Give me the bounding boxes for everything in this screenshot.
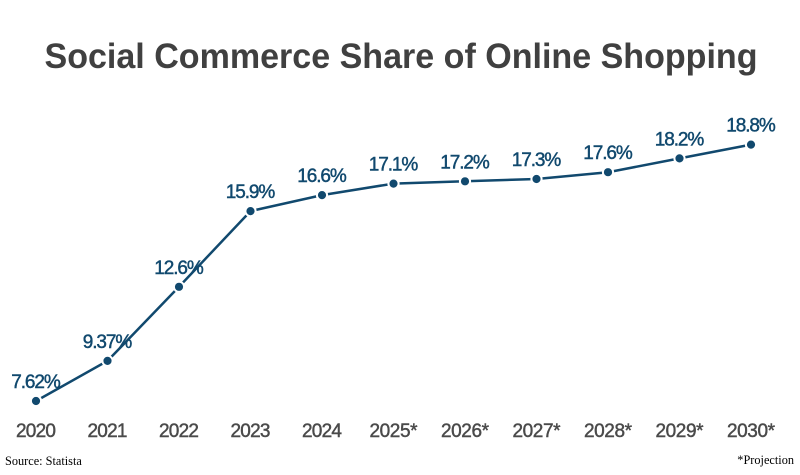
svg-text:17.1%: 17.1% — [369, 155, 419, 176]
svg-text:17.6%: 17.6% — [583, 143, 633, 164]
svg-text:2025*: 2025* — [370, 421, 419, 442]
svg-text:16.6%: 16.6% — [297, 166, 347, 187]
svg-text:17.3%: 17.3% — [512, 150, 562, 171]
svg-text:7.62%: 7.62% — [11, 372, 61, 393]
svg-text:15.9%: 15.9% — [226, 182, 276, 203]
svg-text:2026*: 2026* — [441, 421, 490, 442]
svg-text:9.37%: 9.37% — [83, 332, 133, 353]
svg-text:2029*: 2029* — [656, 421, 705, 442]
svg-text:2023: 2023 — [231, 421, 271, 442]
svg-text:Social Commerce Share of Onlin: Social Commerce Share of Online Shopping — [45, 37, 758, 76]
svg-text:18.2%: 18.2% — [655, 129, 705, 150]
svg-text:12.6%: 12.6% — [154, 258, 204, 279]
svg-text:2021: 2021 — [88, 421, 128, 442]
svg-text:Source: Statista: Source: Statista — [5, 454, 82, 468]
svg-text:17.2%: 17.2% — [440, 152, 490, 173]
svg-text:18.8%: 18.8% — [726, 116, 776, 137]
svg-text:2022: 2022 — [159, 421, 199, 442]
svg-text:2024: 2024 — [302, 421, 342, 442]
svg-text:2028*: 2028* — [584, 421, 633, 442]
svg-text:2027*: 2027* — [513, 421, 562, 442]
svg-text:*Projection: *Projection — [737, 453, 794, 467]
svg-text:2030*: 2030* — [727, 421, 776, 442]
svg-text:2020: 2020 — [16, 421, 56, 442]
